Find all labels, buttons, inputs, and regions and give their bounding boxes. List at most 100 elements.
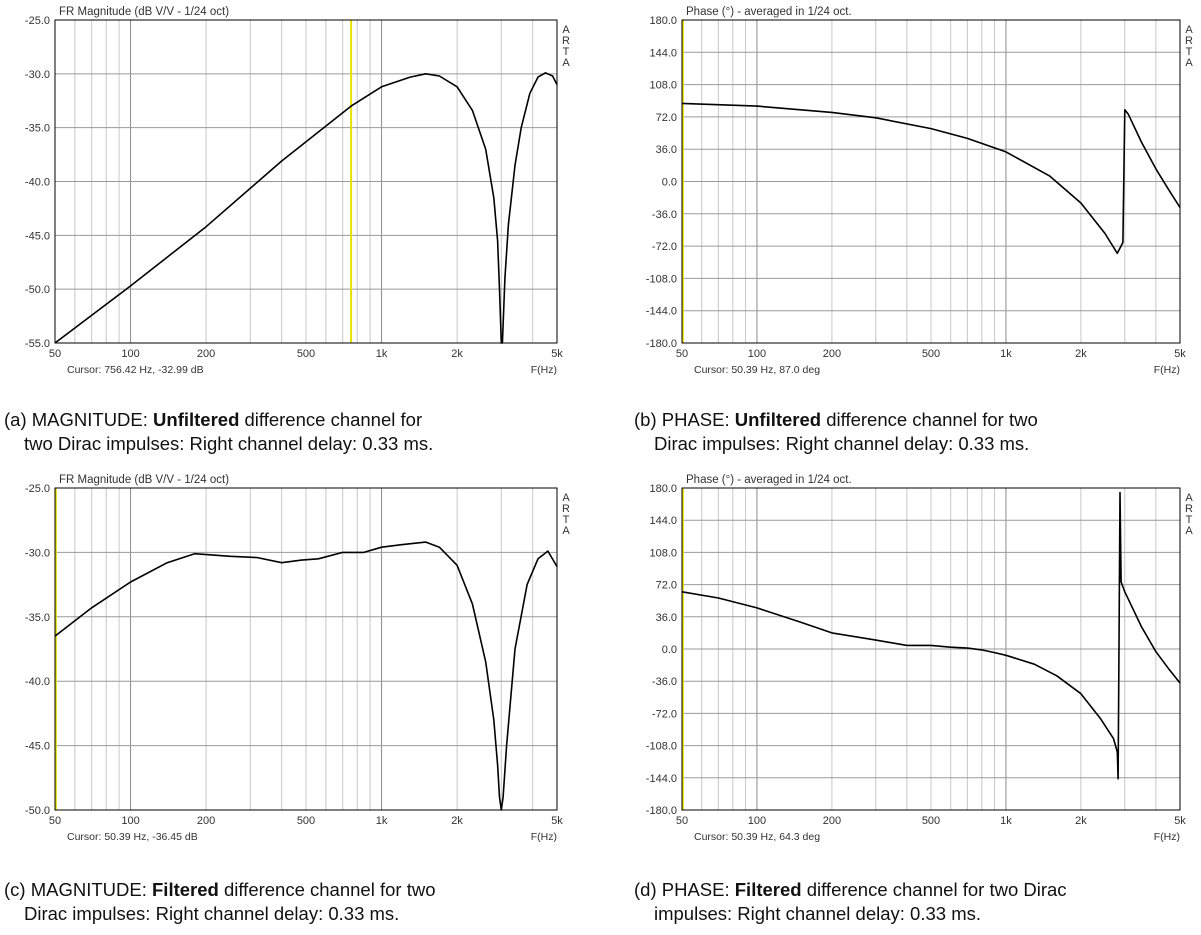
- x-tick-label: 1k: [376, 815, 388, 827]
- x-tick-label: 5k: [551, 815, 563, 827]
- chart-panel-b: Phase (°) - averaged in 1/24 oct. 180.0 14…: [610, 0, 1200, 467]
- phase-chart-unfiltered: Phase (°) - averaged in 1/24 oct. 180.0 14…: [646, 6, 1194, 376]
- x-tick-label: 50: [49, 348, 61, 360]
- arta-watermark-letter: A: [562, 57, 570, 69]
- chart-panel-d: Phase (°) - averaged in 1/24 oct. 180.0 14…: [610, 468, 1200, 935]
- y-tick-label: -72.0: [652, 708, 677, 720]
- x-tick-label: 500: [297, 815, 315, 827]
- x-tick-label: 1k: [1000, 348, 1012, 360]
- x-tick-label: 1k: [376, 348, 388, 360]
- x-tick-label: 50: [676, 348, 688, 360]
- y-tick-label: 72.0: [656, 580, 677, 592]
- arta-watermark-letter: R: [1185, 35, 1193, 47]
- y-tick-label: -55.0: [25, 338, 50, 350]
- arta-watermark-letter: A: [562, 525, 570, 537]
- y-tick-label: -25.0: [25, 483, 50, 495]
- y-tick-label: -108.0: [646, 273, 677, 285]
- arta-watermark-letter: A: [1185, 24, 1193, 36]
- y-tick-label: -144.0: [646, 773, 677, 785]
- x-tick-label: 5k: [1174, 815, 1186, 827]
- y-tick-label: -180.0: [646, 338, 677, 350]
- y-tick-label: -25.0: [25, 15, 50, 27]
- y-tick-label: -72.0: [652, 241, 677, 253]
- x-tick-label: 500: [297, 348, 315, 360]
- arta-watermark-letter: R: [562, 503, 570, 515]
- chart-panel-a: FR Magnitude (dB V/V - 1/24 oct) -25.0 -30…: [0, 0, 590, 467]
- x-axis-label: F(Hz): [531, 831, 557, 843]
- x-axis-label: F(Hz): [1154, 364, 1180, 376]
- caption-a: (a) MAGNITUDE: Unfiltered difference cha…: [4, 409, 434, 454]
- y-tick-label: -30.0: [25, 69, 50, 81]
- y-tick-label: -36.0: [652, 209, 677, 221]
- x-tick-label: 5k: [551, 348, 563, 360]
- caption-c: (c) MAGNITUDE: Filtered difference chann…: [4, 879, 436, 924]
- x-tick-label: 500: [922, 815, 940, 827]
- x-tick-label: 200: [823, 348, 841, 360]
- plot-frame: [54, 19, 558, 344]
- x-tick-label: 2k: [1075, 815, 1087, 827]
- x-tick-label: 2k: [451, 348, 463, 360]
- plot-frame: [54, 487, 558, 811]
- chart-title: Phase (°) - averaged in 1/24 oct.: [686, 6, 852, 18]
- y-tick-label: -50.0: [25, 805, 50, 817]
- y-tick-label: -45.0: [25, 230, 50, 242]
- cursor-readout: Cursor: 756.42 Hz, -32.99 dB: [67, 364, 204, 376]
- y-tick-label: -40.0: [25, 676, 50, 688]
- caption-b: (b) PHASE: Unfiltered difference channel…: [634, 409, 1038, 454]
- x-tick-label: 2k: [1075, 348, 1087, 360]
- chart-title: FR Magnitude (dB V/V - 1/24 oct): [59, 6, 229, 18]
- chart-title: FR Magnitude (dB V/V - 1/24 oct): [59, 474, 229, 486]
- y-tick-label: 72.0: [656, 112, 677, 124]
- plot-frame: [681, 487, 1181, 811]
- x-tick-label: 200: [823, 815, 841, 827]
- x-axis-label: F(Hz): [531, 364, 557, 376]
- arta-watermark-letter: T: [1186, 514, 1193, 526]
- arta-watermark-letter: A: [562, 492, 570, 504]
- y-tick-label: -180.0: [646, 805, 677, 817]
- y-tick-label: -40.0: [25, 177, 50, 189]
- y-tick-label: 0.0: [662, 177, 677, 189]
- x-tick-label: 100: [121, 348, 139, 360]
- y-tick-label: 180.0: [649, 15, 677, 27]
- y-tick-label: 0.0: [662, 644, 677, 656]
- arta-watermark-letter: A: [1185, 57, 1193, 69]
- x-axis-label: F(Hz): [1154, 831, 1180, 843]
- response-curve: [54, 541, 558, 811]
- plot-frame: [681, 19, 1181, 344]
- cursor-readout: Cursor: 50.39 Hz, 64.3 deg: [694, 831, 820, 843]
- arta-watermark-letter: A: [562, 24, 570, 36]
- y-tick-label: -144.0: [646, 306, 677, 318]
- chart-title: Phase (°) - averaged in 1/24 oct.: [686, 474, 852, 486]
- caption-d: (d) PHASE: Filtered difference channel f…: [634, 879, 1067, 924]
- phase-chart-filtered: Phase (°) - averaged in 1/24 oct. 180.0 14…: [646, 474, 1194, 843]
- x-tick-label: 100: [748, 348, 766, 360]
- x-tick-label: 100: [748, 815, 766, 827]
- x-tick-label: 1k: [1000, 815, 1012, 827]
- y-tick-label: 36.0: [656, 144, 677, 156]
- x-tick-label: 200: [197, 815, 215, 827]
- y-tick-label: 108.0: [649, 80, 677, 92]
- y-tick-label: -50.0: [25, 284, 50, 296]
- magnitude-chart-filtered: FR Magnitude (dB V/V - 1/24 oct) -25.0 -30…: [25, 474, 570, 843]
- y-tick-label: -36.0: [652, 676, 677, 688]
- x-tick-label: 5k: [1174, 348, 1186, 360]
- response-curve: [681, 102, 1181, 255]
- magnitude-chart-unfiltered: FR Magnitude (dB V/V - 1/24 oct) -25.0 -30…: [25, 6, 570, 376]
- y-tick-label: -45.0: [25, 741, 50, 753]
- arta-watermark-letter: A: [1185, 492, 1193, 504]
- y-tick-label: -108.0: [646, 741, 677, 753]
- x-tick-label: 50: [676, 815, 688, 827]
- x-tick-label: 50: [49, 815, 61, 827]
- y-tick-label: 180.0: [649, 483, 677, 495]
- x-tick-label: 200: [197, 348, 215, 360]
- y-tick-label: 108.0: [649, 547, 677, 559]
- arta-watermark-letter: A: [1185, 525, 1193, 537]
- chart-panel-c: FR Magnitude (dB V/V - 1/24 oct) -25.0 -30…: [0, 468, 590, 935]
- response-curve: [54, 72, 558, 344]
- arta-watermark-letter: R: [1185, 503, 1193, 515]
- x-tick-label: 100: [121, 815, 139, 827]
- x-tick-label: 2k: [451, 815, 463, 827]
- response-curve: [681, 491, 1181, 780]
- arta-watermark-letter: T: [1186, 46, 1193, 58]
- y-tick-label: 36.0: [656, 612, 677, 624]
